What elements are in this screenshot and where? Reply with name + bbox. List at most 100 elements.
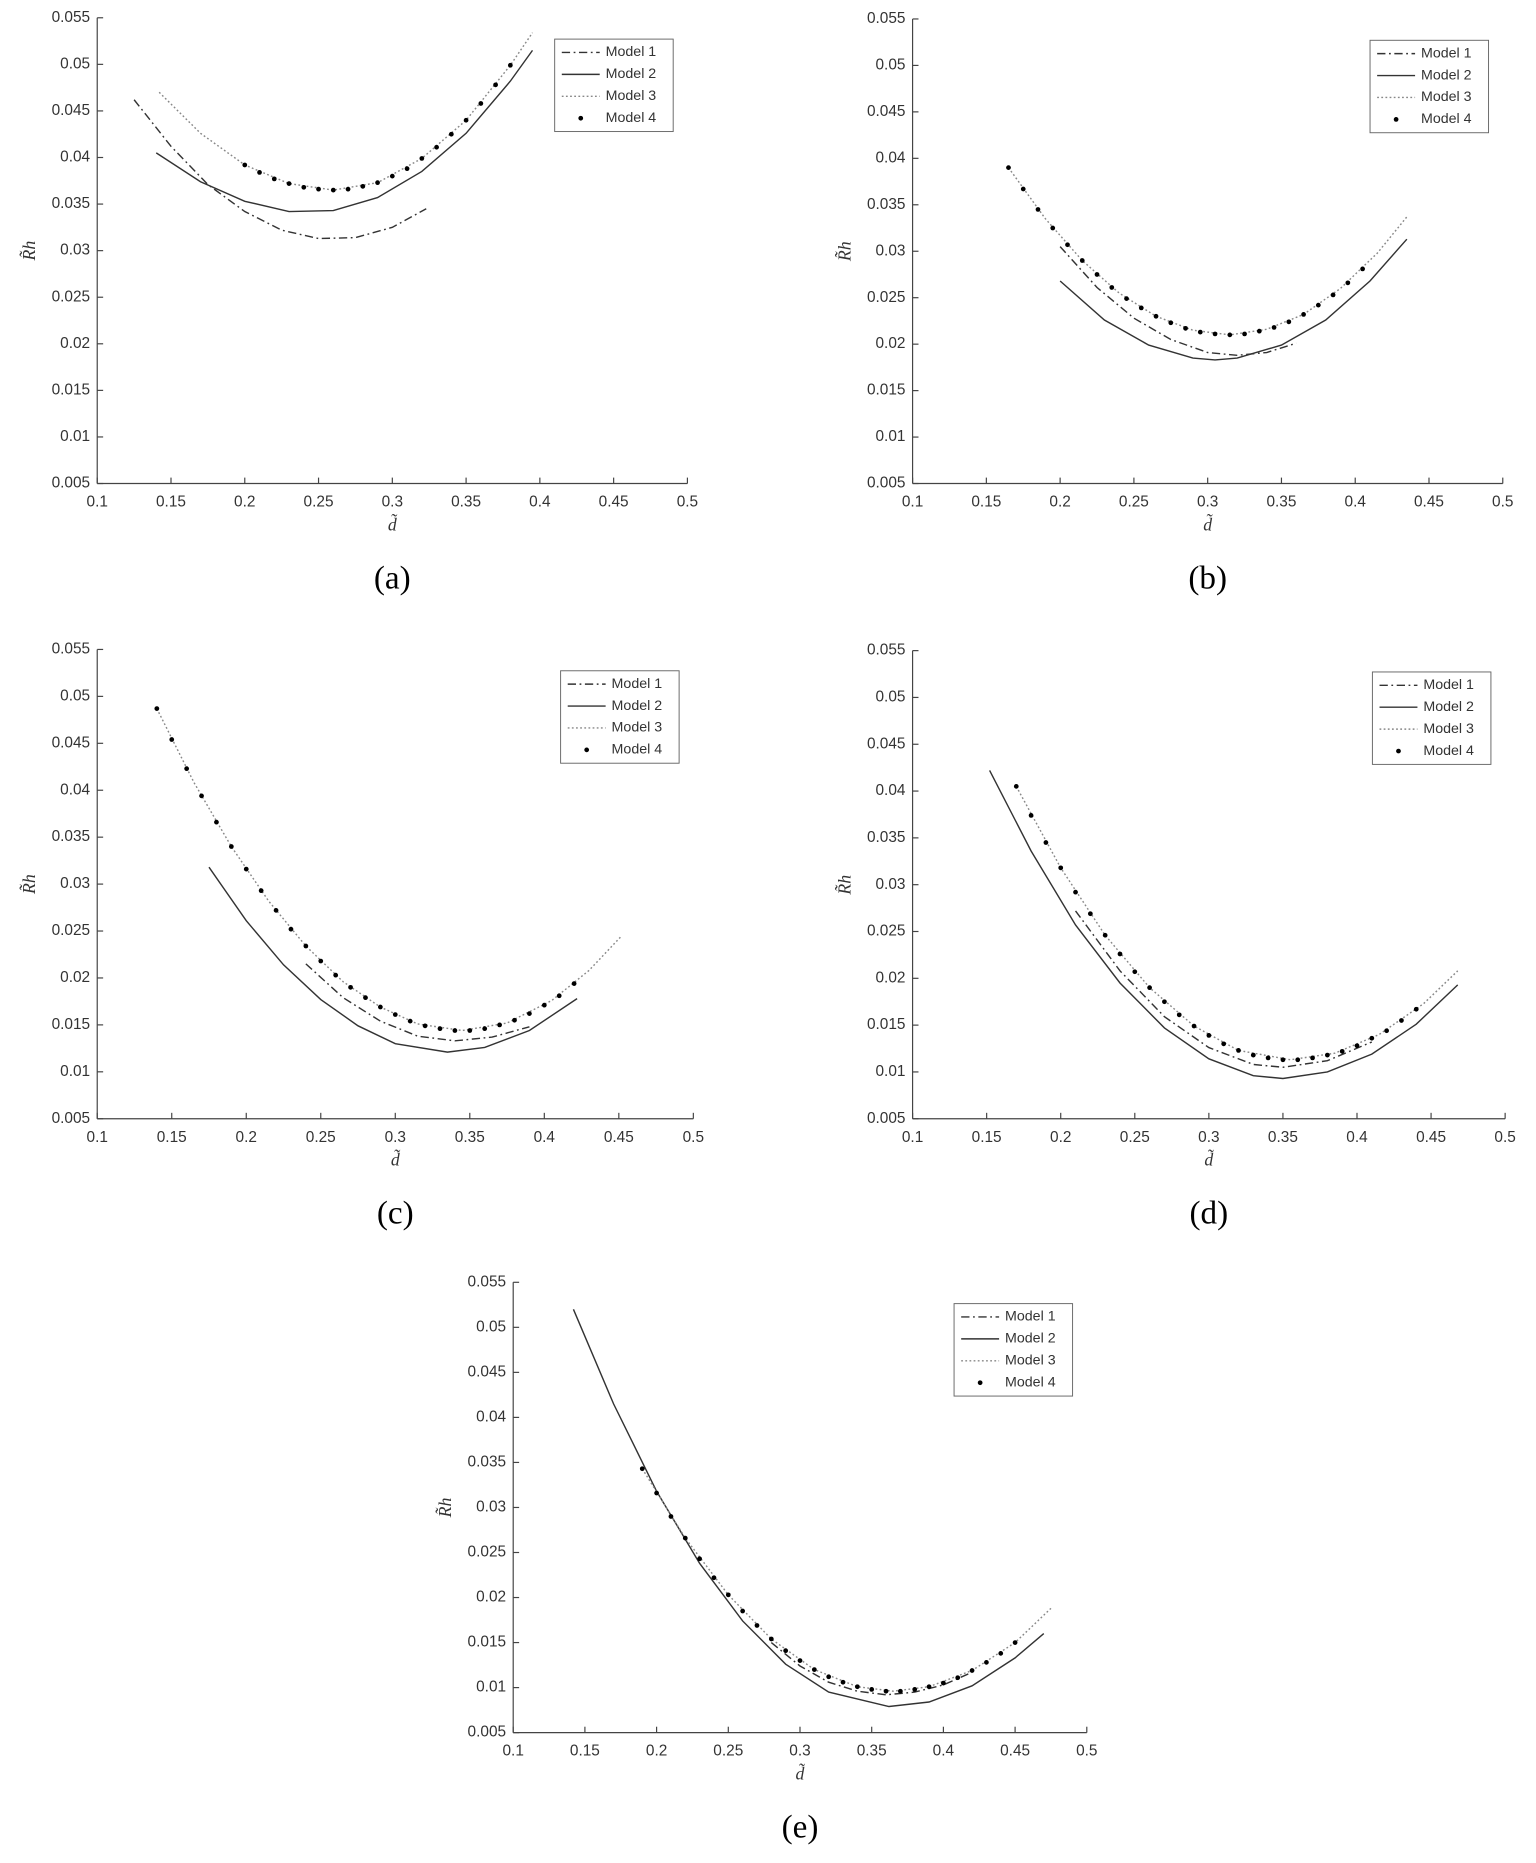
legend-label: Model 1 bbox=[1005, 1309, 1056, 1325]
marker bbox=[507, 62, 513, 68]
y-tick-label: 0.01 bbox=[60, 1063, 90, 1080]
series-line bbox=[1015, 786, 1459, 1061]
y-tick-label: 0.05 bbox=[476, 1318, 506, 1335]
marker bbox=[404, 166, 410, 172]
x-tick-label: 0.35 bbox=[1268, 1129, 1298, 1146]
x-tick-label: 0.5 bbox=[677, 494, 698, 511]
legend-box bbox=[554, 38, 674, 133]
x-tick-label: 0.5 bbox=[683, 1129, 704, 1146]
marker bbox=[1325, 1052, 1330, 1058]
legend-marker bbox=[584, 747, 590, 753]
marker bbox=[654, 1490, 659, 1496]
y-tick-label: 0.045 bbox=[52, 734, 91, 751]
y-tick-label: 0.01 bbox=[876, 1063, 906, 1080]
y-tick-label: 0.055 bbox=[867, 642, 906, 659]
marker bbox=[984, 1660, 989, 1665]
x-tick-label: 0.1 bbox=[902, 494, 923, 511]
x-tick-label: 0.4 bbox=[933, 1743, 955, 1760]
series-line bbox=[158, 32, 534, 191]
marker bbox=[898, 1688, 903, 1694]
marker bbox=[1413, 1006, 1419, 1012]
legend-label: Model 4 bbox=[606, 110, 657, 126]
marker bbox=[1384, 1028, 1389, 1034]
marker bbox=[1330, 292, 1336, 298]
marker bbox=[363, 995, 368, 1001]
x-axis-label: d̃ bbox=[388, 514, 398, 535]
marker bbox=[682, 1535, 688, 1541]
y-tick-label: 0.015 bbox=[468, 1634, 507, 1651]
marker bbox=[271, 176, 277, 182]
panel: 0.005 0.01 0.015 0.02 0.025 0.03 0.035 0.04 0.04… bbox=[834, 642, 1516, 1232]
y-tick-label: 0.035 bbox=[867, 196, 906, 213]
marker bbox=[1147, 985, 1152, 991]
caption: (a) bbox=[374, 559, 411, 596]
marker bbox=[711, 1575, 717, 1581]
marker bbox=[1183, 325, 1188, 331]
marker bbox=[482, 1026, 488, 1032]
marker bbox=[1301, 312, 1306, 317]
x-tick-label: 0.2 bbox=[1049, 494, 1070, 511]
legend-label: Model 4 bbox=[1005, 1374, 1056, 1390]
legend-box bbox=[953, 1303, 1074, 1397]
legend-label: Model 1 bbox=[1421, 45, 1472, 61]
marker bbox=[1035, 207, 1041, 212]
marker bbox=[1124, 296, 1129, 302]
x-tick-label: 0.5 bbox=[1494, 1129, 1515, 1146]
legend-box bbox=[1369, 39, 1490, 134]
marker bbox=[419, 156, 425, 161]
y-tick-label: 0.04 bbox=[476, 1408, 506, 1425]
marker bbox=[493, 82, 498, 88]
marker bbox=[330, 187, 336, 193]
y-tick-label: 0.03 bbox=[60, 875, 90, 892]
marker bbox=[811, 1667, 817, 1672]
legend-label: Model 3 bbox=[606, 88, 657, 104]
marker bbox=[422, 1023, 428, 1029]
marker bbox=[301, 184, 307, 190]
marker bbox=[639, 1466, 645, 1472]
legend-marker bbox=[1393, 117, 1399, 122]
x-tick-label: 0.4 bbox=[529, 494, 551, 511]
marker bbox=[303, 943, 309, 949]
series-line bbox=[988, 770, 1459, 1080]
y-tick-label: 0.045 bbox=[867, 103, 906, 120]
series-line bbox=[1059, 238, 1408, 361]
marker bbox=[1102, 932, 1108, 938]
y-tick-label: 0.005 bbox=[468, 1724, 507, 1741]
marker bbox=[1191, 1023, 1197, 1029]
y-tick-label: 0.05 bbox=[876, 689, 906, 706]
x-tick-label: 0.2 bbox=[236, 1129, 257, 1146]
x-tick-label: 0.45 bbox=[1416, 1129, 1446, 1146]
marker bbox=[1162, 999, 1167, 1005]
x-tick-label: 0.15 bbox=[157, 1129, 187, 1146]
marker bbox=[969, 1668, 975, 1673]
y-tick-label: 0.01 bbox=[60, 428, 90, 445]
x-axis-label: d̃ bbox=[391, 1149, 401, 1170]
marker bbox=[854, 1684, 860, 1690]
legend-label: Model 1 bbox=[612, 676, 663, 692]
caption: (c) bbox=[377, 1195, 414, 1232]
series-line bbox=[305, 963, 530, 1042]
y-axis-label: R̃h bbox=[435, 1497, 455, 1518]
y-axis-label: R̃h bbox=[19, 874, 39, 895]
marker bbox=[1212, 331, 1218, 337]
marker bbox=[1087, 911, 1093, 917]
panel: 0.005 0.01 0.015 0.02 0.025 0.03 0.035 0.04 0.04… bbox=[435, 1273, 1098, 1845]
marker bbox=[1117, 951, 1123, 957]
marker bbox=[452, 1028, 458, 1033]
marker bbox=[1176, 1012, 1182, 1018]
marker bbox=[375, 180, 380, 186]
marker bbox=[389, 173, 395, 179]
y-tick-label: 0.02 bbox=[876, 969, 906, 986]
y-tick-label: 0.055 bbox=[52, 641, 91, 658]
marker bbox=[214, 819, 219, 825]
x-tick-label: 0.35 bbox=[455, 1129, 485, 1146]
marker bbox=[1227, 332, 1233, 338]
y-tick-label: 0.02 bbox=[60, 969, 90, 986]
x-axis-label: d̃ bbox=[1203, 514, 1213, 535]
y-tick-label: 0.02 bbox=[476, 1589, 506, 1606]
y-tick-label: 0.05 bbox=[60, 55, 90, 72]
marker bbox=[1197, 329, 1203, 335]
marker bbox=[668, 1514, 674, 1519]
marker bbox=[1132, 969, 1138, 975]
